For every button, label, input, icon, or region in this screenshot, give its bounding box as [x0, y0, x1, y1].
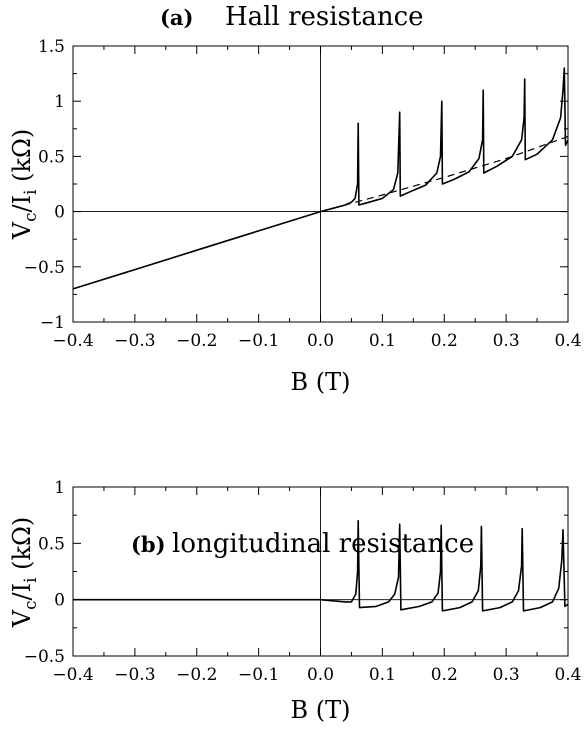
- panel-1: −0.4 −0.3 −0.2 −0.1 0.0 0.1 0.2 0.3 0.4 −0.5 0 0.5 1…: [8, 478, 582, 724]
- x-tick-label: 0.2: [431, 665, 458, 685]
- panel-0: −0.4 −0.3 −0.2 −0.1 0.0 0.1 0.2 0.3 0.4 −1 −0.5 0 0.…: [8, 2, 582, 396]
- x-tick-label: −0.1: [238, 331, 279, 351]
- y-tick-label: 0.5: [38, 147, 65, 167]
- series-solid-line: [73, 520, 569, 612]
- x-tick-label: 0.2: [431, 331, 458, 351]
- y-tick-label: 1.5: [38, 37, 65, 57]
- y-tick-label: 0: [54, 591, 65, 611]
- y-tick-label: 1: [54, 478, 65, 498]
- x-tick-label: 0.0: [307, 665, 334, 685]
- panel-label: (a): [160, 5, 193, 30]
- x-tick-label: −0.3: [114, 665, 155, 685]
- x-tick-label: 0.3: [493, 665, 520, 685]
- x-tick-label: −0.1: [238, 665, 279, 685]
- x-tick-label: 0.4: [554, 331, 581, 351]
- x-axis-label: B (T): [291, 368, 351, 396]
- chart-title: Hall resistance: [225, 2, 424, 32]
- y-tick-label: −0.5: [24, 647, 65, 667]
- x-tick-label: 0.3: [493, 331, 520, 351]
- x-tick-label: 0.4: [554, 665, 581, 685]
- y-tick-label: −1: [40, 313, 65, 333]
- x-axis-label: B (T): [291, 696, 351, 724]
- x-tick-label: −0.2: [176, 665, 217, 685]
- panel-label: (b): [131, 532, 166, 557]
- y-tick-label: −0.5: [24, 258, 65, 278]
- y-tick-label: 0: [54, 203, 65, 223]
- series-dashed-line: [320, 135, 569, 213]
- x-tick-label: 0.1: [369, 665, 396, 685]
- y-tick-label: 0.5: [38, 534, 65, 554]
- x-tick-label: −0.4: [52, 331, 93, 351]
- x-tick-label: 0.1: [369, 331, 396, 351]
- x-tick-label: 0.0: [307, 331, 334, 351]
- x-tick-label: −0.2: [176, 331, 217, 351]
- x-tick-label: −0.4: [52, 665, 93, 685]
- chart-title: longitudinal resistance: [172, 529, 474, 559]
- x-tick-label: −0.3: [114, 331, 155, 351]
- series-solid-line: [72, 67, 569, 290]
- y-tick-label: 1: [54, 92, 65, 112]
- y-axis-label: Vc/Ii (kΩ): [8, 129, 40, 241]
- y-axis-label: Vc/Ii (kΩ): [8, 517, 40, 629]
